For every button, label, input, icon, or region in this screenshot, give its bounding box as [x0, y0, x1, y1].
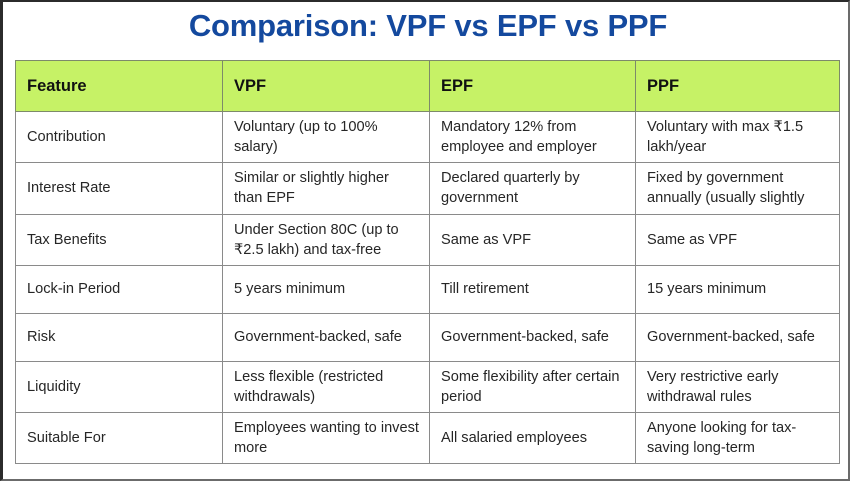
cell-vpf: 5 years minimum: [222, 264, 430, 314]
cell-feature: Risk: [15, 312, 223, 362]
cell-ppf: Same as VPF: [635, 213, 840, 266]
cell-epf: Mandatory 12% from employee and employer: [429, 110, 636, 164]
column-header-epf: EPF: [429, 60, 636, 112]
cell-vpf: Under Section 80C (up to ₹2.5 lakh) and …: [222, 213, 430, 266]
table-header: Feature VPF EPF PPF: [15, 60, 840, 112]
cell-epf: Same as VPF: [429, 213, 636, 266]
cell-vpf: Employees wanting to invest more: [222, 411, 430, 465]
cell-epf: All salaried employees: [429, 411, 636, 465]
table-row: Interest Rate Similar or slightly higher…: [15, 162, 840, 215]
table-body: Contribution Voluntary (up to 100% salar…: [15, 110, 840, 465]
cell-ppf: Government-backed, safe: [635, 312, 840, 362]
comparison-table: Feature VPF EPF PPF Contribution Volunta…: [15, 60, 840, 465]
table-row: Risk Government-backed, safe Government-…: [15, 312, 840, 362]
table-row: Tax Benefits Under Section 80C (up to ₹2…: [15, 213, 840, 266]
cell-feature: Suitable For: [15, 411, 223, 465]
cell-ppf: Very restrictive early withdrawal rules: [635, 360, 840, 414]
comparison-table-container: Feature VPF EPF PPF Contribution Volunta…: [15, 60, 840, 465]
column-header-vpf: VPF: [222, 60, 430, 112]
table-row: Suitable For Employees wanting to invest…: [15, 411, 840, 465]
table-header-row: Feature VPF EPF PPF: [15, 60, 840, 112]
cell-vpf: Similar or slightly higher than EPF: [222, 162, 430, 215]
cell-epf: Some flexibility after certain period: [429, 360, 636, 414]
cell-vpf: Less flexible (restricted withdrawals): [222, 360, 430, 414]
cell-feature: Lock-in Period: [15, 264, 223, 314]
cell-epf: Till retirement: [429, 264, 636, 314]
cell-ppf: Voluntary with max ₹1.5 lakh/year: [635, 110, 840, 164]
cell-epf: Declared quarterly by government: [429, 162, 636, 215]
cell-vpf: Voluntary (up to 100% salary): [222, 110, 430, 164]
page-title: Comparison: VPF vs EPF vs PPF: [188, 8, 668, 43]
cell-ppf: Fixed by government annually (usually sl…: [635, 162, 840, 215]
table-row: Lock-in Period 5 years minimum Till reti…: [15, 264, 840, 314]
cell-feature: Contribution: [15, 110, 223, 164]
cell-feature: Interest Rate: [15, 162, 223, 215]
cell-epf: Government-backed, safe: [429, 312, 636, 362]
column-header-feature: Feature: [15, 60, 223, 112]
table-row: Contribution Voluntary (up to 100% salar…: [15, 110, 840, 164]
column-header-ppf: PPF: [635, 60, 840, 112]
cell-ppf: Anyone looking for tax-saving long-term: [635, 411, 840, 465]
cell-ppf: 15 years minimum: [635, 264, 840, 314]
cell-feature: Liquidity: [15, 360, 223, 414]
cell-feature: Tax Benefits: [15, 213, 223, 266]
table-row: Liquidity Less flexible (restricted with…: [15, 360, 840, 414]
cell-vpf: Government-backed, safe: [222, 312, 430, 362]
